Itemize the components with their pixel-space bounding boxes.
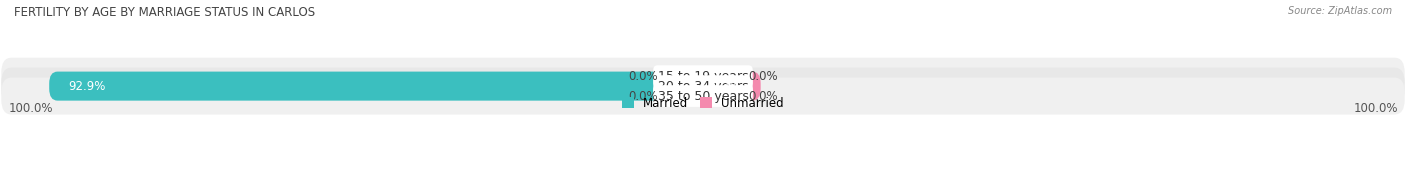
FancyBboxPatch shape <box>697 66 751 87</box>
Text: 0.0%: 0.0% <box>628 90 658 103</box>
Text: FERTILITY BY AGE BY MARRIAGE STATUS IN CARLOS: FERTILITY BY AGE BY MARRIAGE STATUS IN C… <box>14 6 315 19</box>
Text: 7.1%: 7.1% <box>711 80 742 93</box>
Text: 15 to 19 years: 15 to 19 years <box>658 70 748 83</box>
FancyBboxPatch shape <box>655 66 709 87</box>
Legend: Married, Unmarried: Married, Unmarried <box>617 92 789 114</box>
FancyBboxPatch shape <box>1 58 1405 95</box>
Text: 35 to 50 years: 35 to 50 years <box>658 90 748 103</box>
Text: 92.9%: 92.9% <box>67 80 105 93</box>
Text: 0.0%: 0.0% <box>748 70 778 83</box>
Text: 20 to 34 years: 20 to 34 years <box>658 80 748 93</box>
FancyBboxPatch shape <box>1 68 1405 105</box>
FancyBboxPatch shape <box>655 85 709 107</box>
Text: Source: ZipAtlas.com: Source: ZipAtlas.com <box>1288 6 1392 16</box>
Text: 0.0%: 0.0% <box>748 90 778 103</box>
FancyBboxPatch shape <box>697 85 751 107</box>
Text: 100.0%: 100.0% <box>8 102 53 115</box>
FancyBboxPatch shape <box>695 72 761 101</box>
Text: 100.0%: 100.0% <box>1353 102 1398 115</box>
FancyBboxPatch shape <box>49 72 711 101</box>
Text: 0.0%: 0.0% <box>628 70 658 83</box>
FancyBboxPatch shape <box>1 78 1405 114</box>
